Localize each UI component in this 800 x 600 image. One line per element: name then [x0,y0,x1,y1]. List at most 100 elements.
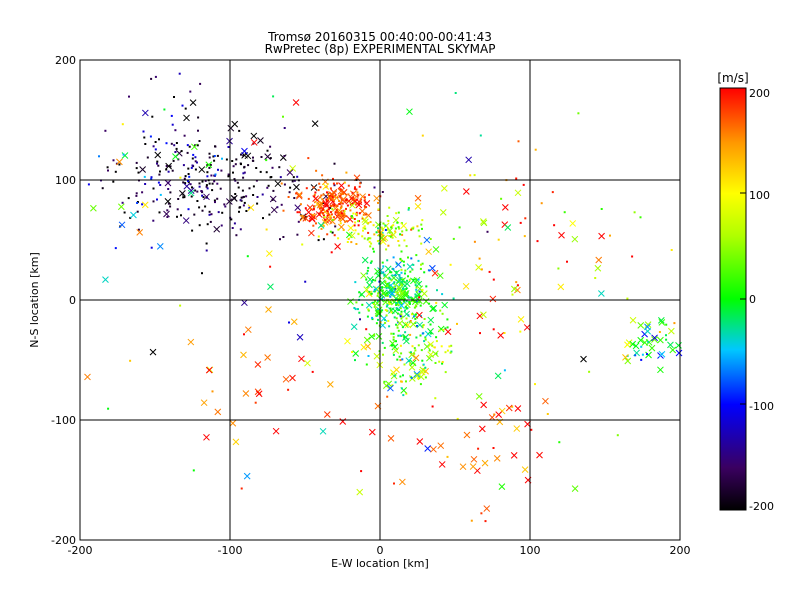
scatter-dot-marker [396,358,399,361]
scatter-dot-marker [390,332,393,335]
scatter-dot-marker [322,193,325,196]
scatter-cross-marker [375,333,383,340]
y-tick-label: 100 [55,174,76,187]
scatter-dot-marker [386,295,389,297]
scatter-dot-marker [208,182,211,185]
scatter-dot-marker [318,182,321,185]
scatter-dot-marker [266,186,269,189]
scatter-dot-marker [187,167,190,170]
scatter-cross-marker [393,366,400,374]
scatter-dot-marker [441,312,444,315]
scatter-dot-marker [345,220,348,223]
scatter-dot-marker [194,160,197,163]
scatter-dot-marker [411,345,414,348]
scatter-cross-marker [409,359,417,367]
scatter-dot-marker [355,301,358,304]
scatter-dot-marker [328,213,331,216]
scatter-dot-marker [240,163,242,166]
scatter-dot-marker [401,233,404,236]
scatter-dot-marker [385,305,388,308]
scatter-dot-marker [397,303,400,306]
scatter-dot-marker [363,225,366,228]
scatter-dot-marker [350,241,353,244]
scatter-dot-marker [470,519,473,522]
scatter-dot-marker [478,257,481,260]
scatter-cross-marker [463,431,471,439]
scatter-dot-marker [182,164,185,167]
colorbar-tick-label: 100 [749,189,770,202]
scatter-dot-marker [670,249,673,251]
scatter-dot-marker [388,325,391,328]
scatter-dot-marker [199,82,202,85]
scatter-cross-marker [286,169,294,176]
scatter-dot-marker [414,349,417,352]
scatter-dot-marker [356,195,359,198]
scatter-dot-marker [366,315,369,318]
scatter-cross-marker [375,310,383,318]
scatter-dot-marker [473,174,476,177]
scatter-dot-marker [236,181,239,184]
scatter-dot-marker [121,201,124,204]
scatter-dot-marker [394,381,397,384]
scatter-dot-marker [252,194,255,196]
scatter-cross-marker [430,445,437,453]
scatter-dot-marker [511,405,514,408]
scatter-cross-marker [386,227,394,234]
scatter-dot-marker [354,229,357,232]
scatter-dot-marker [201,272,203,275]
scatter-cross-marker [416,438,424,445]
scatter-dot-marker [400,310,403,313]
scatter-cross-marker [329,191,336,199]
scatter-cross-marker [172,153,179,160]
scatter-dot-marker [265,171,268,174]
scatter-dot-marker [503,369,506,372]
scatter-dot-marker [341,213,344,216]
scatter-dot-marker [388,235,391,237]
scatter-dot-marker [187,181,190,184]
scatter-dot-marker [254,401,257,404]
scatter-dot-marker [159,193,162,196]
scatter-dot-marker [441,293,444,296]
scatter-dot-marker [234,193,237,195]
scatter-dot-marker [262,217,264,220]
scatter-dot-marker [332,203,335,206]
scatter-dot-marker [332,177,334,180]
scatter-dot-marker [175,142,178,144]
scatter-cross-marker [598,290,605,297]
scatter-dot-marker [414,317,417,320]
scatter-dot-marker [339,219,342,222]
scatter-dot-marker [372,301,374,304]
colorbar-tick-label: -100 [749,400,774,413]
scatter-dot-marker [368,193,371,196]
scatter-dot-marker [516,284,519,287]
scatter-dot-marker [159,184,162,186]
scatter-cross-marker [308,229,315,237]
scatter-dot-marker [373,306,376,308]
scatter-dot-marker [175,147,178,150]
scatter-dot-marker [141,191,144,194]
scatter-dot-marker [377,208,380,211]
scatter-cross-marker [429,264,436,272]
scatter-dot-marker [345,207,347,210]
scatter-dot-marker [557,267,560,270]
scatter-dot-marker [197,129,199,132]
scatter-cross-marker [321,219,329,226]
scatter-dot-marker [256,202,259,205]
scatter-cross-marker [476,312,484,320]
scatter-cross-marker [440,185,448,192]
scatter-cross-marker [651,336,658,343]
scatter-dot-marker [267,184,270,187]
scatter-cross-marker [295,192,303,200]
scatter-dot-marker [398,244,401,247]
scatter-dot-marker [413,315,415,318]
scatter-dot-marker [497,238,500,241]
scatter-dot-marker [329,187,332,190]
scatter-dot-marker [519,221,522,224]
scatter-points [84,72,683,523]
scatter-dot-marker [423,340,426,343]
scatter-dot-marker [165,165,168,167]
scatter-dot-marker [335,204,338,207]
scatter-dot-marker [400,271,403,274]
scatter-cross-marker [510,285,518,293]
